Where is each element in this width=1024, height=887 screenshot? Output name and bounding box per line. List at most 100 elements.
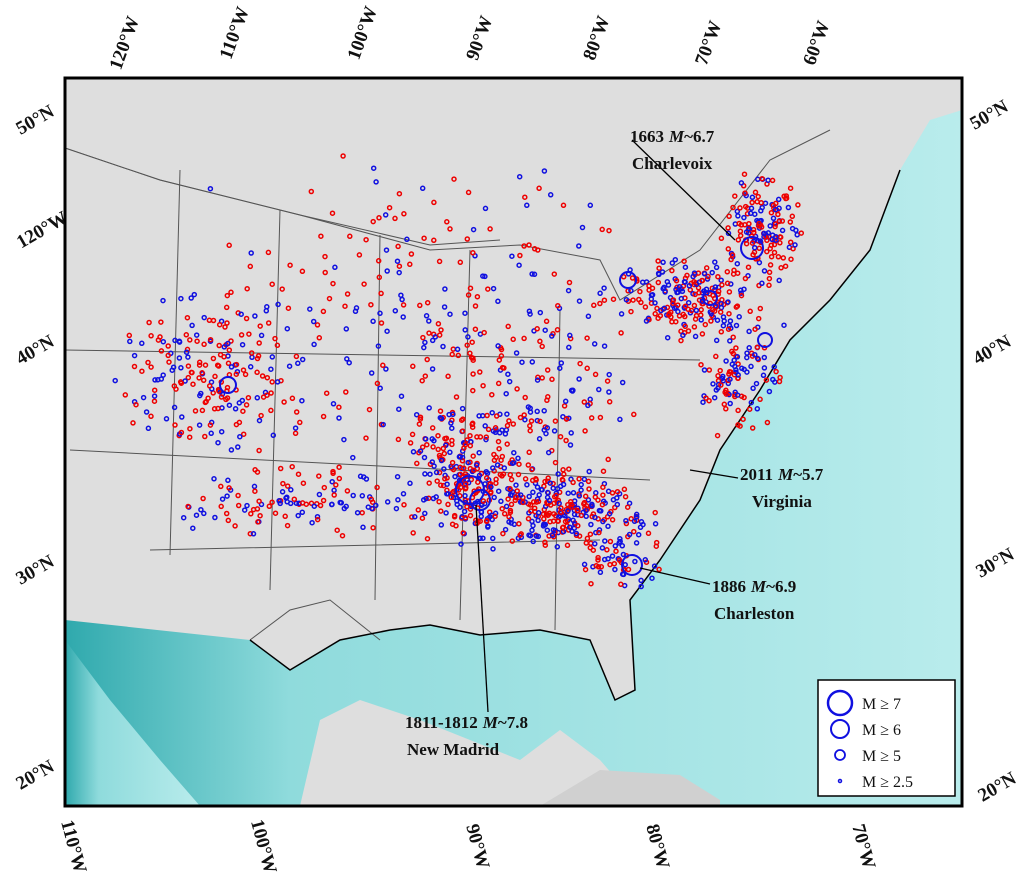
quake-dot — [526, 308, 533, 314]
quake-dot — [729, 348, 735, 355]
quake-dot — [320, 497, 327, 504]
quake-dot — [734, 354, 741, 360]
quake-dot — [226, 242, 232, 249]
quake-dot — [470, 357, 476, 363]
left-label: 20°N — [13, 756, 59, 794]
quake-dot — [576, 476, 582, 482]
quake-dot — [698, 307, 704, 313]
quake-dot — [734, 392, 741, 398]
quake-dot — [704, 276, 711, 282]
leader-line — [631, 139, 736, 241]
quake-dot — [377, 385, 383, 391]
quake-dot — [693, 307, 700, 314]
top-label: 90°W — [462, 13, 497, 63]
quake-dot — [758, 208, 764, 214]
quake-dot — [638, 299, 644, 306]
quake-dot — [426, 405, 432, 411]
quake-dot — [670, 302, 676, 309]
quake-dot — [318, 233, 324, 239]
quake-dot — [598, 564, 605, 570]
quake-dot — [477, 369, 483, 375]
map-area — [65, 78, 962, 806]
quake-dot — [511, 449, 517, 456]
quake-large — [702, 290, 718, 306]
quake-dot — [475, 498, 481, 505]
quake-dot — [429, 425, 436, 431]
bottom-label: 110°W — [56, 818, 90, 876]
quake-dot — [419, 444, 426, 450]
quake-dot — [673, 318, 679, 325]
quake-dot — [560, 202, 567, 209]
quake-dot — [215, 363, 222, 369]
quake-dot — [698, 361, 704, 368]
quake-dot — [375, 258, 382, 264]
quake-dot — [475, 479, 481, 485]
quake-dot — [586, 468, 592, 475]
quake-dot — [643, 318, 650, 324]
quake-dot — [504, 411, 510, 417]
quake-dot — [447, 226, 453, 232]
quake-dot — [436, 469, 443, 476]
quake-dot — [188, 369, 195, 376]
quake-dot — [541, 483, 547, 489]
quake-dot — [243, 315, 250, 322]
quake-dot — [461, 465, 467, 471]
quake-dot — [559, 476, 566, 483]
quake-dot — [691, 279, 697, 285]
quake-dot — [515, 471, 522, 478]
quake-dot — [407, 261, 413, 268]
quake-dot — [336, 475, 343, 482]
legend-entries: M ≥ 7 M ≥ 6 M ≥ 5 M ≥ 2.5 — [826, 689, 913, 791]
quake-dot — [160, 338, 167, 345]
quake-dot — [198, 506, 204, 513]
quake-dot — [458, 484, 464, 491]
quake-dot — [465, 334, 471, 340]
quake-dot — [421, 454, 428, 461]
quake-dot — [761, 365, 768, 371]
quake-dot — [759, 175, 765, 182]
quake-dot — [494, 462, 501, 468]
quake-dot — [709, 269, 715, 276]
quake-dot — [438, 415, 445, 422]
quake-dot — [239, 341, 246, 348]
quake-dot — [724, 269, 731, 275]
quake-dot — [297, 419, 303, 426]
quake-dot — [429, 459, 436, 465]
quake-dot — [717, 309, 724, 315]
quake-dot — [449, 417, 455, 423]
quake-dot — [746, 220, 752, 227]
quake-dot — [400, 491, 407, 497]
quake-dot — [730, 204, 736, 211]
quake-dot — [420, 334, 426, 341]
quake-dot — [270, 432, 277, 439]
quake-dot — [374, 484, 380, 491]
quake-dot — [374, 380, 381, 387]
quake-dot — [616, 540, 622, 546]
quake-dot — [160, 297, 166, 304]
quake-dot — [370, 318, 376, 325]
quake-dot — [321, 484, 328, 491]
quake-dot — [541, 408, 547, 414]
quake-dot — [470, 250, 476, 256]
quake-dot — [145, 359, 151, 366]
quake-dot — [461, 445, 467, 451]
quake-dot — [597, 414, 604, 421]
quake-dot — [250, 506, 257, 513]
quake-dot — [754, 406, 761, 412]
ocean — [65, 78, 962, 806]
quake-dot — [702, 321, 709, 328]
quake-dot — [649, 285, 656, 291]
annotation-title: 1811-1812 M~7.8 — [405, 713, 528, 732]
quake-dot — [628, 287, 634, 294]
quake-dot — [436, 258, 443, 265]
quake-dot — [272, 335, 278, 342]
quake-dot — [505, 485, 511, 492]
legend-symbol — [837, 778, 843, 784]
quake-dot — [685, 299, 692, 306]
quake-dot — [240, 431, 247, 437]
quake-dot — [706, 367, 713, 373]
quake-dot — [336, 415, 342, 421]
quake-dot — [248, 511, 254, 517]
quake-dot — [785, 204, 792, 211]
quake-dot — [775, 211, 781, 218]
